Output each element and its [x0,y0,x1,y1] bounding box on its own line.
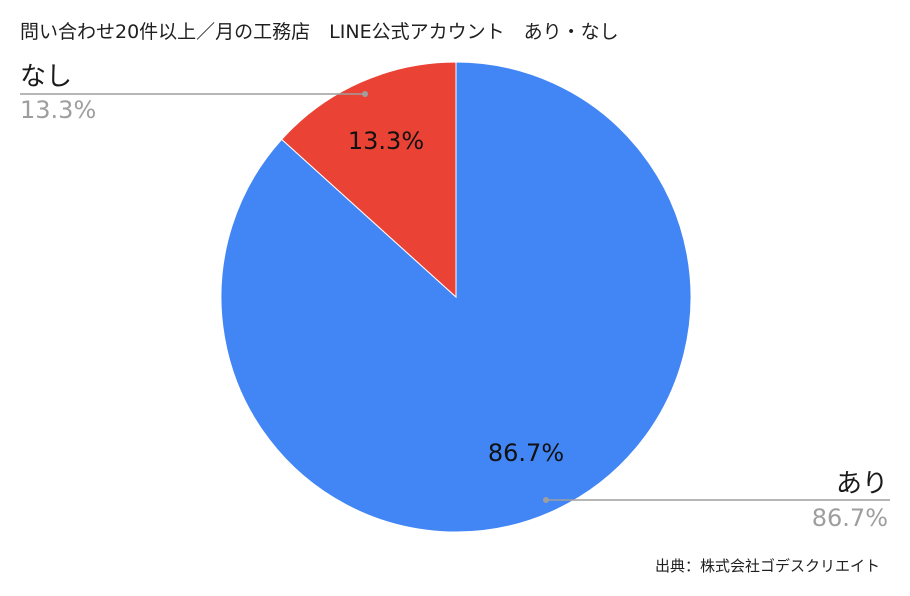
source-note: 出典：株式会社ゴデスクリエイト [655,557,880,575]
slice-inside-value-nashi: 13.3% [348,127,424,155]
slice-outside-value-ari: 86.7% [812,504,888,532]
slice-label-ari: あり [836,469,888,499]
slice-label-nashi: なし [20,62,72,92]
pie-slice-nashi [280,61,457,299]
slice-outside-value-nashi: 13.3% [20,96,96,124]
pie-slices [220,61,692,533]
slice-inside-value-ari: 86.7% [488,439,564,467]
leader-dot-ari [543,497,549,503]
chart-title: 問い合わせ20件以上／月の工務店 LINE公式アカウント あり・なし [20,21,619,43]
leader-dot-nashi [362,91,368,97]
